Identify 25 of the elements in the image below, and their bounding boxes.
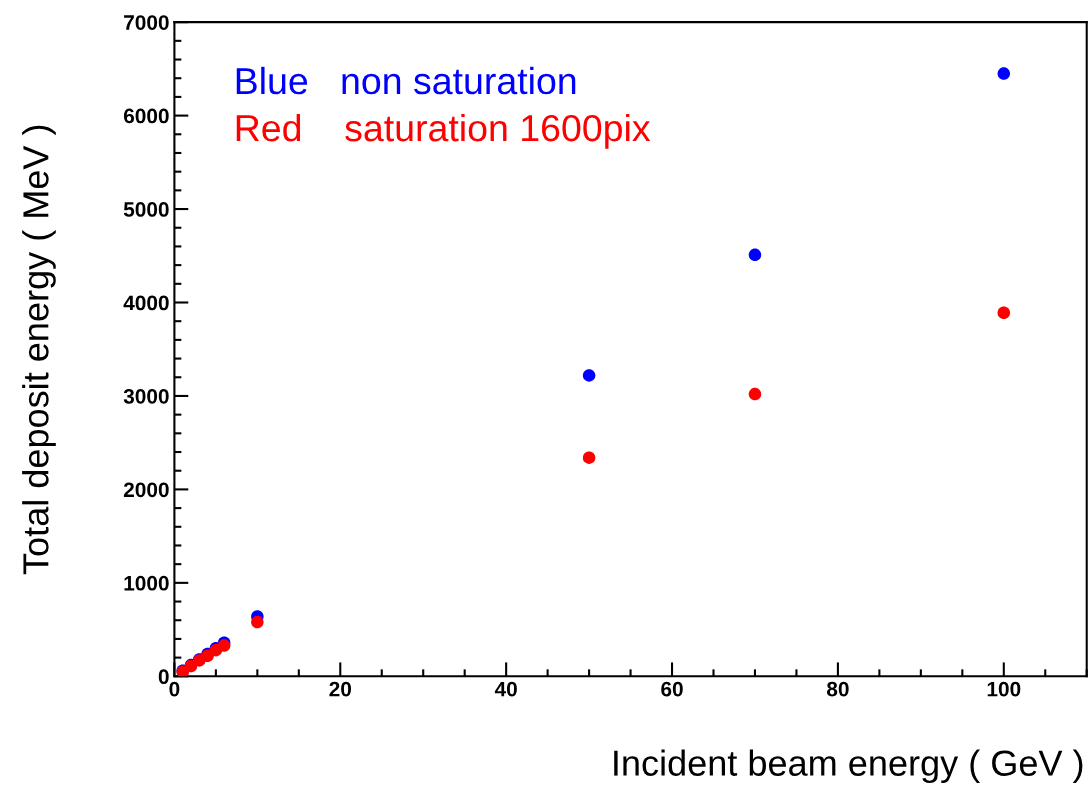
point — [997, 306, 1011, 320]
point — [582, 369, 596, 382]
y-tick-label: 1000 — [124, 575, 169, 591]
x-tick-label: 0 — [169, 681, 180, 697]
y-tick-label: 7000 — [124, 15, 169, 30]
point — [997, 67, 1011, 80]
y-tick-label: 0 — [158, 669, 169, 685]
annotation: Blue non saturation — [236, 66, 576, 95]
x-tick-label: 100 — [987, 681, 1021, 697]
y-tick-label: 4000 — [123, 295, 169, 311]
point — [748, 387, 762, 401]
y-tick-label: 5000 — [123, 202, 169, 217]
x-tick-label: 20 — [329, 681, 352, 697]
annotation: Red saturation 1600pix — [236, 113, 651, 149]
point — [748, 248, 762, 262]
x-tick-label: 60 — [661, 681, 683, 697]
point — [251, 615, 264, 629]
y-tick-label: 2000 — [123, 482, 169, 498]
y-tick-label: 6000 — [123, 108, 169, 124]
y-tick-label: 3000 — [123, 388, 169, 404]
x-axis-title: Incident beam energy ( GeV ) — [614, 749, 1083, 784]
x-tick-label: 80 — [826, 681, 849, 697]
x-tick-label: 40 — [494, 681, 517, 697]
y-axis-title: Total deposit energy ( MeV ) — [22, 125, 56, 575]
point — [582, 451, 596, 464]
